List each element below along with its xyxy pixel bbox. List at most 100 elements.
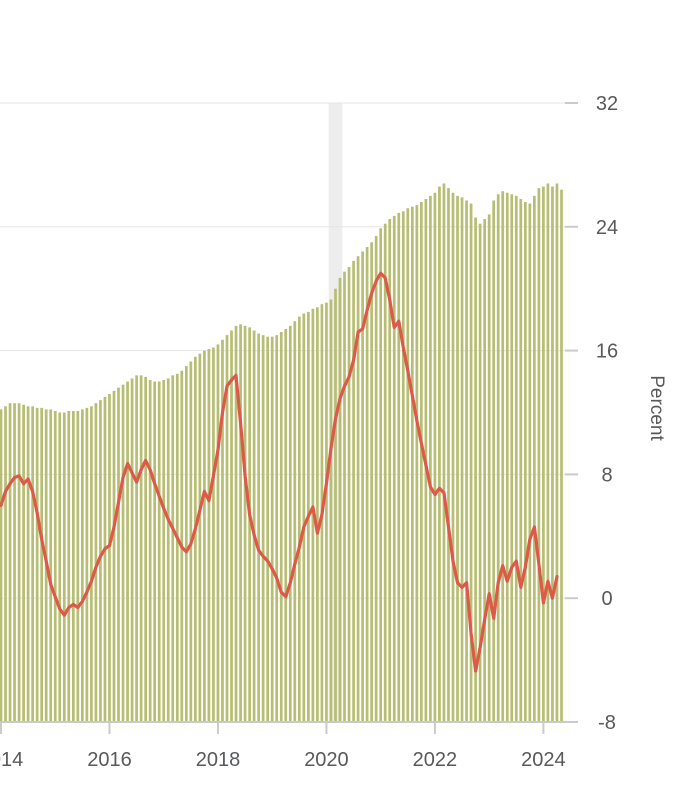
bar	[392, 215, 396, 722]
bar	[252, 330, 256, 722]
x-tick-label: 2022	[413, 749, 458, 771]
bar	[415, 205, 419, 722]
bar	[334, 288, 337, 722]
bar	[442, 183, 446, 723]
bar	[53, 410, 57, 722]
bar	[49, 409, 53, 722]
bar	[76, 410, 80, 722]
bar	[198, 353, 202, 722]
bar	[388, 219, 392, 722]
y-tick-label: 16	[596, 341, 618, 363]
bar	[542, 186, 545, 722]
bar	[257, 333, 260, 722]
bar	[31, 406, 34, 722]
bar	[474, 217, 477, 722]
bar	[243, 325, 247, 722]
bar	[410, 206, 414, 722]
bar	[67, 410, 71, 722]
bar	[139, 375, 143, 722]
bar	[302, 313, 306, 722]
bar	[478, 223, 482, 722]
bar	[162, 380, 166, 722]
bar	[230, 330, 233, 722]
bar	[126, 381, 129, 722]
bar	[270, 336, 274, 722]
bar	[338, 277, 342, 722]
bar	[22, 404, 25, 722]
bar	[356, 256, 360, 722]
bar	[420, 202, 423, 723]
bar	[103, 397, 107, 722]
bar	[248, 327, 251, 722]
bar	[487, 214, 491, 723]
bar	[203, 350, 206, 722]
tick-labels: 32 24 16 8 0 -8 2014 2016 2018 2020 2022 2024	[0, 93, 618, 771]
bar	[537, 188, 541, 723]
bar	[496, 194, 500, 723]
bar	[171, 375, 175, 722]
bar	[117, 387, 120, 722]
bar	[438, 186, 441, 722]
axes-and-ticks	[0, 102, 578, 734]
bar	[429, 195, 432, 723]
bar	[383, 223, 387, 722]
bar	[501, 191, 505, 722]
bar	[279, 332, 283, 722]
bar	[17, 403, 21, 722]
bar	[297, 316, 301, 722]
bar	[460, 197, 464, 722]
bar	[4, 406, 7, 722]
bar	[546, 183, 550, 723]
bar	[365, 246, 369, 723]
bar	[90, 406, 93, 722]
x-tick-label: 2014	[0, 749, 23, 771]
bar	[94, 403, 98, 722]
bar	[456, 195, 459, 723]
bar	[207, 349, 211, 722]
bar	[225, 335, 229, 722]
bar	[85, 407, 89, 722]
x-tick-label: 2018	[196, 749, 241, 771]
x-tick-label: 2024	[521, 749, 566, 771]
bar	[266, 336, 270, 722]
bar	[492, 200, 496, 722]
bar	[153, 381, 157, 722]
bar	[514, 195, 518, 723]
bar	[148, 380, 152, 722]
line-path	[0, 271, 559, 673]
bar	[175, 373, 179, 722]
bar	[58, 412, 62, 722]
x-tick-label: 2020	[304, 749, 349, 771]
bar	[35, 407, 39, 722]
bar	[352, 260, 355, 722]
bar	[157, 381, 161, 722]
bar	[81, 409, 84, 722]
bar	[361, 251, 364, 722]
bar	[451, 192, 455, 722]
bar	[469, 203, 473, 722]
bar	[0, 409, 3, 722]
bar	[447, 188, 450, 723]
bar	[316, 307, 319, 722]
bar	[523, 202, 527, 723]
bar	[212, 347, 215, 722]
y-tick-label: 32	[596, 93, 618, 115]
bar	[130, 378, 134, 722]
y-tick-label: 24	[596, 217, 618, 239]
bar	[108, 393, 111, 722]
bar	[275, 335, 279, 722]
y-tick-label: -8	[598, 712, 616, 734]
bar	[401, 211, 405, 722]
bar	[519, 198, 523, 722]
bar	[261, 335, 265, 722]
bar	[528, 203, 532, 722]
bar	[135, 375, 138, 722]
bar	[26, 406, 30, 722]
bar	[406, 208, 410, 723]
bar	[555, 183, 559, 723]
line-series	[0, 271, 559, 673]
y-tick-label: 8	[601, 464, 612, 486]
bar	[184, 366, 188, 722]
